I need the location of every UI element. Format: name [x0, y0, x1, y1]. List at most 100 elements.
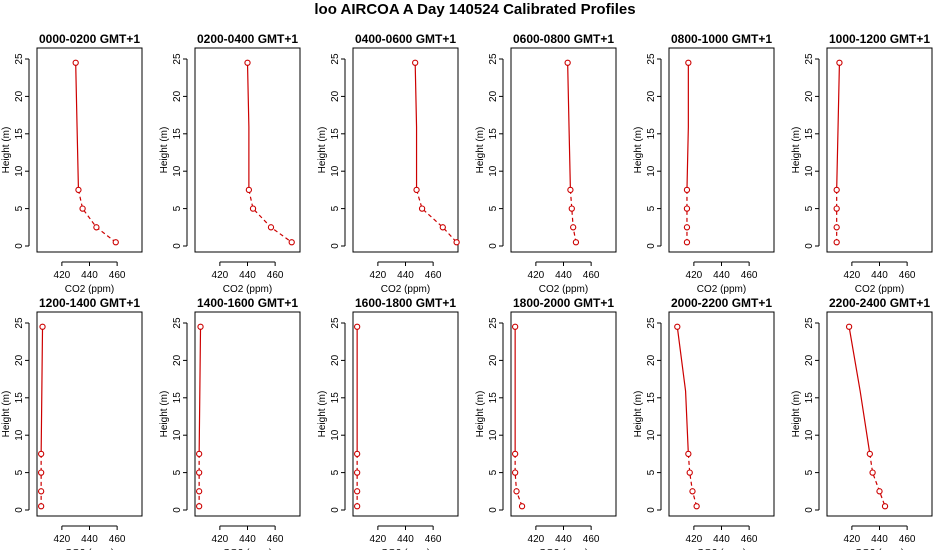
series-line: [567, 62, 572, 190]
y-axis-label: Height (m): [633, 127, 644, 174]
y-tick-label: 20: [330, 90, 341, 102]
y-tick-label: 5: [14, 469, 25, 475]
x-tick-label: 440: [871, 270, 888, 281]
y-tick-label: 10: [330, 429, 341, 441]
y-tick-label: 25: [14, 317, 25, 329]
data-point: [693, 503, 700, 510]
main-title: loo AIRCOA A Day 140524 Calibrated Profi…: [314, 1, 636, 18]
y-tick-label: 0: [172, 243, 183, 249]
y-tick-label: 15: [646, 392, 657, 404]
panel-title: 1000-1200 GMT+1: [829, 32, 930, 46]
series-line: [848, 326, 871, 454]
y-tick-label: 10: [172, 429, 183, 441]
x-tick-label: 440: [397, 270, 414, 281]
data-point: [195, 488, 203, 495]
y-tick-label: 5: [172, 205, 183, 211]
y-axis-label: Height (m): [317, 127, 328, 174]
data-point: [564, 59, 571, 66]
data-point: [845, 323, 853, 330]
data-point: [439, 224, 446, 231]
data-point: [876, 488, 883, 495]
data-point: [869, 469, 876, 476]
data-point: [685, 450, 692, 458]
x-tick-label: 460: [109, 270, 126, 281]
x-axis-label: CO2 (ppm): [539, 284, 588, 295]
y-tick-label: 25: [488, 317, 499, 329]
series-line: [246, 62, 250, 190]
data-point: [689, 488, 696, 495]
series-line: [836, 62, 841, 190]
x-tick-label: 460: [583, 270, 600, 281]
data-point: [511, 450, 519, 458]
x-tick-label: 440: [713, 270, 730, 281]
y-tick-label: 5: [488, 469, 499, 475]
data-point: [568, 205, 575, 212]
y-tick-label: 10: [804, 429, 815, 441]
y-axis-label: Height (m): [791, 127, 802, 174]
data-point: [570, 224, 577, 231]
x-tick-label: 420: [212, 270, 229, 281]
y-tick-label: 0: [804, 243, 815, 249]
data-point: [75, 186, 82, 194]
series-line-dashed: [869, 453, 886, 507]
data-point: [244, 59, 251, 66]
y-tick-label: 10: [488, 165, 499, 177]
x-tick-label: 420: [54, 534, 71, 545]
y-axis-label: Height (m): [159, 127, 170, 174]
panel-title: 0600-0800 GMT+1: [513, 32, 614, 46]
panel-title: 2200-2400 GMT+1: [829, 296, 930, 310]
panel-title: 1400-1600 GMT+1: [197, 296, 298, 310]
x-axis-label: CO2 (ppm): [855, 548, 904, 550]
y-tick-label: 25: [646, 53, 657, 65]
y-tick-label: 25: [488, 53, 499, 65]
data-point: [836, 59, 843, 66]
y-tick-label: 25: [646, 317, 657, 329]
x-tick-label: 460: [425, 534, 442, 545]
y-tick-label: 25: [172, 317, 183, 329]
data-point: [267, 224, 275, 231]
panel-frame: [668, 311, 775, 517]
y-tick-label: 15: [172, 392, 183, 404]
x-axis-label: CO2 (ppm): [697, 284, 746, 295]
x-axis-label: CO2 (ppm): [65, 548, 114, 550]
x-tick-label: 460: [583, 534, 600, 545]
x-axis-label: CO2 (ppm): [855, 284, 904, 295]
data-point: [511, 469, 519, 476]
y-tick-label: 15: [488, 392, 499, 404]
x-tick-label: 440: [555, 270, 572, 281]
y-tick-label: 5: [172, 469, 183, 475]
y-axis-label: Height (m): [1, 391, 12, 438]
panel-frame: [668, 47, 775, 253]
x-tick-label: 440: [397, 534, 414, 545]
series-line: [75, 62, 80, 190]
data-point: [79, 205, 86, 212]
y-tick-label: 0: [172, 507, 183, 513]
panel-frame: [36, 311, 143, 517]
data-point: [37, 469, 45, 476]
x-tick-label: 440: [713, 534, 730, 545]
data-point: [881, 503, 889, 510]
series-line: [686, 62, 689, 190]
data-point: [353, 450, 361, 458]
x-tick-label: 420: [54, 270, 71, 281]
x-axis-label: CO2 (ppm): [65, 284, 114, 295]
series-line: [40, 326, 44, 454]
x-tick-label: 460: [425, 270, 442, 281]
data-point: [833, 224, 840, 231]
x-axis-label: CO2 (ppm): [381, 548, 430, 550]
y-tick-label: 25: [330, 317, 341, 329]
data-point: [683, 186, 691, 194]
x-tick-label: 440: [81, 534, 98, 545]
x-tick-label: 460: [267, 534, 284, 545]
data-point: [683, 205, 691, 212]
data-point: [453, 239, 460, 246]
x-tick-label: 420: [686, 270, 703, 281]
x-axis-label: CO2 (ppm): [381, 284, 430, 295]
x-tick-label: 460: [899, 270, 916, 281]
x-tick-label: 460: [741, 270, 758, 281]
data-point: [37, 488, 45, 495]
y-tick-label: 15: [14, 392, 25, 404]
data-point: [39, 323, 46, 330]
data-point: [112, 239, 119, 246]
